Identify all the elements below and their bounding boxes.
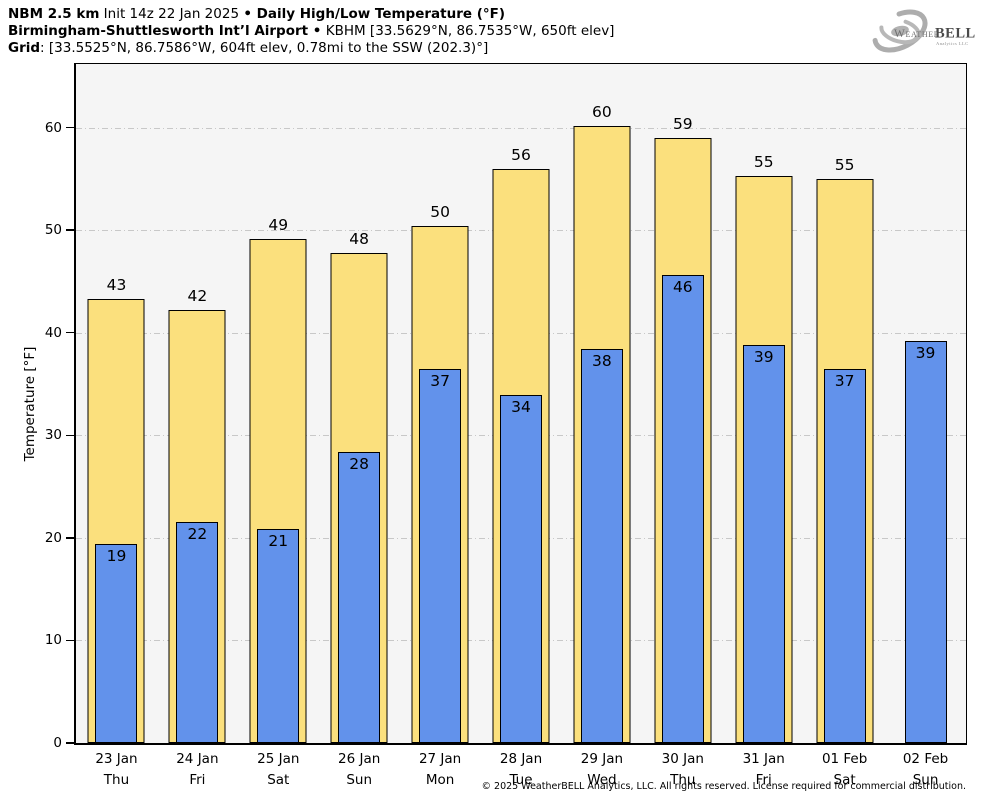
high-value-label: 50 <box>430 203 450 222</box>
x-day-label: Sat <box>833 772 856 788</box>
low-value-label: 22 <box>187 525 208 544</box>
high-value-label: 60 <box>592 102 612 121</box>
x-date-label: 26 Jan <box>338 751 381 767</box>
low-bar <box>500 395 542 743</box>
y-tick-label-40: 40 <box>44 324 62 341</box>
grid-coords: : [33.5525°N, 86.7586°W, 604ft elev, 0.7… <box>40 40 489 56</box>
swirl-icon <box>872 9 928 53</box>
x-category-label: 01 Feb Sat <box>822 749 867 791</box>
low-value-label: 39 <box>753 348 774 367</box>
copyright-notice: © 2025 WeatherBELL Analytics, LLC. All r… <box>481 781 966 792</box>
x-date-label: 28 Jan <box>499 751 543 767</box>
y-tick-label-20: 20 <box>44 529 62 546</box>
low-bar <box>904 340 947 743</box>
station-name: Birmingham-Shuttlesworth Int’l Airport • <box>8 23 322 39</box>
x-category-label: 30 Jan Thu <box>662 749 704 791</box>
high-value-label: 49 <box>268 216 289 235</box>
y-tick-label-0: 0 <box>53 735 62 751</box>
low-bar <box>823 368 866 743</box>
logo-sub-text: Analytics LLC <box>936 41 969 46</box>
x-category-label: 29 Jan Wed <box>581 749 623 791</box>
weatherbell-logo: Weather BELL Analytics LLC <box>872 9 976 53</box>
high-value-label: 43 <box>106 275 127 294</box>
x-date-label: 25 Jan <box>257 751 300 767</box>
chart-header: NBM 2.5 km Init 14z 22 Jan 2025 • Daily … <box>8 6 614 57</box>
low-value-label: 37 <box>430 371 450 390</box>
low-bar <box>580 349 623 743</box>
low-value-label: 34 <box>511 398 531 417</box>
logo-bell-text: BELL <box>935 26 976 42</box>
gridline-60 <box>76 127 966 129</box>
x-category-label: 02 Feb Sun <box>903 749 948 791</box>
y-tick-40 <box>66 331 74 334</box>
low-bar <box>419 368 462 743</box>
y-tick-label-10: 10 <box>44 632 62 649</box>
y-tick-10 <box>66 639 74 642</box>
x-category-label: 25 Jan Sat <box>257 749 299 791</box>
high-value-label: 59 <box>672 114 693 133</box>
low-bar <box>95 544 138 743</box>
header-line-3: Grid: [33.5525°N, 86.7586°W, 604ft elev,… <box>8 40 614 57</box>
x-day-label: Thu <box>670 772 696 788</box>
x-day-label: Fri <box>189 772 206 788</box>
low-value-label: 46 <box>672 278 693 297</box>
header-line-2: Birmingham-Shuttlesworth Int’l Airport •… <box>8 23 614 40</box>
low-value-label: 19 <box>106 547 127 566</box>
y-tick-30 <box>66 434 74 437</box>
chart-title: • Daily High/Low Temperature (°F) <box>243 6 506 22</box>
x-category-label: 26 Jan Sun <box>338 749 380 791</box>
y-tick-60 <box>66 126 74 129</box>
low-bar <box>257 528 300 743</box>
x-date-label: 24 Jan <box>176 751 219 767</box>
grid-label: Grid <box>8 40 41 56</box>
low-value-label: 28 <box>349 454 370 473</box>
low-value-label: 38 <box>592 352 612 371</box>
low-bar <box>338 451 381 743</box>
y-tick-label-50: 50 <box>44 222 62 239</box>
station-coords: KBHM [33.5629°N, 86.7535°W, 650ft elev] <box>321 23 615 39</box>
x-date-label: 27 Jan <box>418 751 462 767</box>
low-bar <box>661 275 704 743</box>
logo-weather-text: Weather <box>894 28 940 40</box>
x-date-label: 02 Feb <box>902 751 949 767</box>
x-day-label: Tue <box>509 772 533 788</box>
x-day-label: Mon <box>425 772 455 788</box>
high-value-label: 56 <box>511 145 531 164</box>
low-bar <box>176 522 219 743</box>
x-date-label: 23 Jan <box>95 751 138 767</box>
init-time: Init 14z 22 Jan 2025 <box>99 6 244 22</box>
x-category-label: 28 Jan Tue <box>500 749 542 791</box>
y-tick-50 <box>66 229 74 231</box>
x-date-label: 29 Jan <box>580 751 624 767</box>
x-day-label: Thu <box>103 772 130 788</box>
x-date-label: 30 Jan <box>661 751 704 767</box>
x-date-label: 01 Feb <box>821 751 868 767</box>
high-value-label: 42 <box>187 287 208 306</box>
x-date-label: 31 Jan <box>742 751 785 767</box>
high-value-label: 55 <box>753 152 774 171</box>
y-tick-20 <box>66 537 74 539</box>
plot-area: 43 42 49 48 50 56 60 59 55 55 19 22 21 28 37 34 38 46 39 37… <box>74 63 967 745</box>
low-bar <box>742 345 785 743</box>
x-category-label: 31 Jan Fri <box>743 749 785 791</box>
x-category-label: 23 Jan Thu <box>95 749 137 791</box>
low-value-label: 37 <box>834 371 855 390</box>
x-day-label: Wed <box>587 772 617 788</box>
y-tick-label-60: 60 <box>44 119 62 136</box>
low-value-label: 21 <box>268 531 289 550</box>
high-value-label: 48 <box>349 229 370 248</box>
low-value-label: 39 <box>915 343 936 362</box>
x-day-label: Sun <box>912 772 939 788</box>
model-name: NBM 2.5 km <box>8 6 100 22</box>
y-tick-label-30: 30 <box>44 427 62 444</box>
x-day-label: Sat <box>267 772 290 788</box>
header-line-1: NBM 2.5 km Init 14z 22 Jan 2025 • Daily … <box>8 6 614 23</box>
y-tick-0 <box>66 742 74 744</box>
x-day-label: Sun <box>346 772 373 788</box>
x-day-label: Fri <box>755 772 772 788</box>
x-category-label: 27 Jan Mon <box>419 749 461 791</box>
x-category-label: 24 Jan Fri <box>176 749 218 791</box>
high-value-label: 55 <box>834 155 855 174</box>
